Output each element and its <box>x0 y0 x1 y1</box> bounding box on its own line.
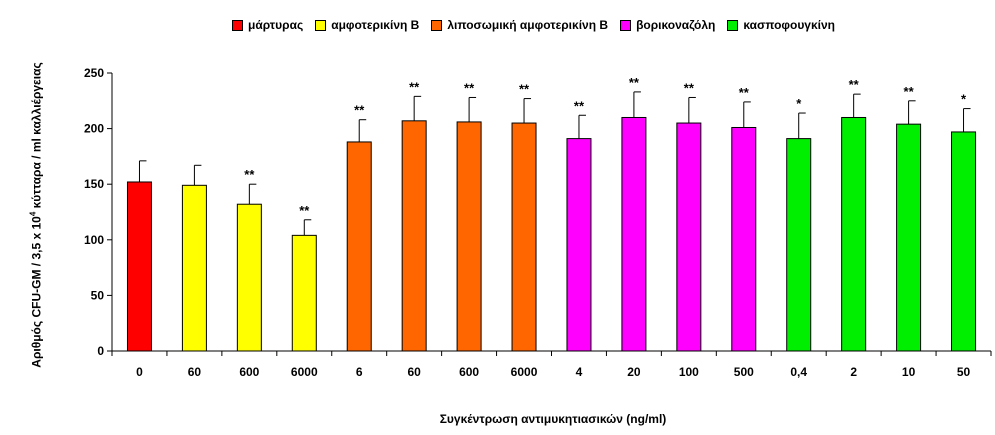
x-tick-label: 6000 <box>511 365 538 379</box>
bar <box>621 116 647 352</box>
x-tick-label: 6000 <box>291 365 318 379</box>
significance-label: * <box>961 92 967 107</box>
legend-label: μάρτυρας <box>248 18 304 32</box>
legend-label: κασποφουγκίνη <box>743 18 836 32</box>
x-tick-label: 2 <box>850 365 857 379</box>
bar <box>951 131 977 352</box>
legend-swatch <box>315 19 327 31</box>
x-tick-label: 100 <box>679 365 699 379</box>
bar <box>566 138 592 352</box>
x-tick-label: 0,4 <box>790 365 807 379</box>
legend-swatch <box>620 19 632 31</box>
bar <box>401 120 427 352</box>
x-tick-label: 20 <box>627 365 641 379</box>
x-tick-label: 500 <box>734 365 754 379</box>
bar <box>841 116 867 352</box>
significance-label: ** <box>739 85 750 100</box>
legend-swatch <box>431 19 443 31</box>
y-tick-label: 200 <box>84 122 104 136</box>
legend-item: λιποσωμική αμφοτερικίνη Β <box>431 18 608 32</box>
x-tick-label: 60 <box>407 365 421 379</box>
x-tick-label: 4 <box>576 365 583 379</box>
x-tick-label: 50 <box>957 365 971 379</box>
x-tick-label: 600 <box>239 365 259 379</box>
legend-swatch <box>727 19 739 31</box>
bar <box>346 141 372 352</box>
significance-label: ** <box>354 103 365 118</box>
bar <box>236 203 262 352</box>
bar <box>786 138 812 352</box>
significance-label: ** <box>464 80 475 95</box>
significance-label: ** <box>244 167 255 182</box>
y-tick-label: 50 <box>91 288 105 302</box>
significance-label: ** <box>629 75 640 90</box>
significance-label: ** <box>409 79 420 94</box>
significance-label: ** <box>574 98 585 113</box>
y-axis-label-prefix: Αριθμός CFU-GM / 3,5 x 10 <box>29 216 44 368</box>
x-axis-label: Συγκέντρωση αντιμυκητιασικών (ng/ml) <box>439 412 667 426</box>
y-axis-label: Αριθμός CFU-GM / 3,5 x 104 κύτταρα / ml … <box>29 62 44 367</box>
x-tick-label: 60 <box>188 365 202 379</box>
y-axis-label-exponent: 4 <box>28 211 38 217</box>
legend-label: βορικοναζόλη <box>636 18 716 32</box>
y-axis-label-suffix: κύτταρα / ml καλλιέργειας <box>29 62 44 212</box>
legend-item: μάρτυρας <box>232 18 303 32</box>
bar <box>896 123 922 352</box>
y-tick-label: 150 <box>84 177 104 191</box>
chart-legend: μάρτυρας αμφοτερικίνη Β λιποσωμική αμφοτερ… <box>232 18 835 32</box>
x-tick-label: 6 <box>356 365 363 379</box>
legend-label: αμφοτερικίνη Β <box>331 18 420 32</box>
bar <box>731 126 757 352</box>
legend-label: λιποσωμική αμφοτερικίνη Β <box>447 18 609 32</box>
bar <box>511 122 537 352</box>
legend-item: κασποφουγκίνη <box>727 18 835 32</box>
legend-swatch <box>232 19 243 31</box>
bar <box>126 181 152 352</box>
bar <box>181 184 207 352</box>
legend-item: βορικοναζόλη <box>620 18 715 32</box>
x-tick-label: 10 <box>902 365 916 379</box>
bar <box>291 234 317 352</box>
significance-label: ** <box>849 77 860 92</box>
significance-label: ** <box>299 203 310 218</box>
significance-label: ** <box>684 80 695 95</box>
significance-label: ** <box>904 84 915 99</box>
bar <box>676 122 702 352</box>
y-tick-label: 0 <box>97 344 104 358</box>
y-tick-label: 100 <box>84 233 104 247</box>
significance-label: * <box>796 96 802 111</box>
legend-item: αμφοτερικίνη Β <box>315 18 419 32</box>
x-tick-label: 600 <box>459 365 479 379</box>
y-tick-label: 250 <box>84 66 104 80</box>
bar <box>456 121 482 352</box>
x-tick-label: 0 <box>136 365 143 379</box>
significance-label: ** <box>519 82 530 97</box>
